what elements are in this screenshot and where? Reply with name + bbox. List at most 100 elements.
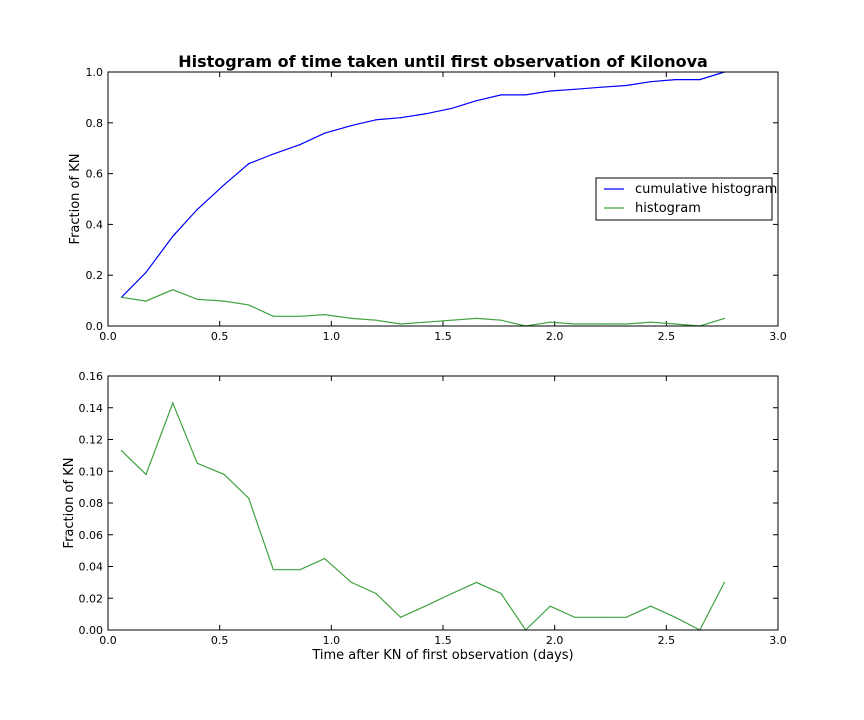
data-point bbox=[574, 88, 576, 90]
data-point bbox=[196, 208, 198, 211]
data-point bbox=[172, 402, 174, 404]
y-tick-label: 1.0 bbox=[86, 66, 104, 79]
data-point bbox=[324, 557, 326, 560]
legend-box bbox=[595, 177, 773, 221]
data-point bbox=[625, 323, 627, 325]
data-point bbox=[424, 113, 426, 115]
data-point bbox=[399, 616, 402, 618]
data-point bbox=[475, 100, 478, 102]
x-tick-label: 3.0 bbox=[769, 330, 787, 343]
data-point bbox=[399, 323, 402, 325]
y-tick-label: 0.12 bbox=[79, 434, 104, 447]
y-tick-label: 0.16 bbox=[79, 370, 104, 383]
data-point bbox=[299, 315, 301, 317]
data-point bbox=[299, 569, 301, 571]
y-tick-label: 0.14 bbox=[79, 402, 104, 415]
x-axis-title: Time after KN of first observation (days… bbox=[311, 648, 573, 663]
data-point bbox=[424, 321, 426, 323]
data-point bbox=[723, 581, 726, 583]
plot-frame bbox=[107, 71, 779, 327]
data-point bbox=[248, 304, 250, 306]
y-tick-label: 0.6 bbox=[86, 168, 104, 181]
data-point bbox=[600, 616, 603, 618]
x-tick-label: 1.0 bbox=[323, 330, 341, 343]
x-tick-label: 2.0 bbox=[546, 330, 564, 343]
data-point bbox=[650, 81, 652, 83]
data-point bbox=[196, 298, 198, 300]
y-tick-label: 0.8 bbox=[86, 117, 104, 130]
data-point bbox=[723, 317, 726, 319]
data-point bbox=[223, 184, 225, 186]
x-tick-label: 2.0 bbox=[546, 634, 564, 647]
data-point bbox=[625, 616, 627, 618]
y-axis-title: Fraction of KN bbox=[68, 154, 83, 245]
x-tick-label: 0.5 bbox=[211, 330, 229, 343]
data-point bbox=[475, 581, 478, 583]
data-point bbox=[299, 144, 301, 146]
data-point bbox=[625, 84, 627, 87]
y-tick-label: 0.08 bbox=[79, 497, 104, 510]
data-point bbox=[375, 592, 377, 595]
x-tick-label: 1.5 bbox=[434, 634, 452, 647]
data-point bbox=[500, 592, 502, 595]
y-tick-label: 0.00 bbox=[79, 624, 104, 637]
legend-label-cumulative: cumulative histogram bbox=[635, 182, 777, 197]
data-point bbox=[223, 300, 225, 302]
y-tick-label: 0.06 bbox=[79, 529, 104, 542]
data-point bbox=[120, 296, 122, 298]
data-point bbox=[324, 313, 326, 316]
data-point bbox=[424, 605, 426, 607]
data-point bbox=[451, 107, 453, 109]
x-tick-label: 1.5 bbox=[434, 330, 452, 343]
data-point bbox=[145, 271, 147, 274]
y-tick-label: 0.2 bbox=[86, 269, 104, 282]
data-point bbox=[196, 462, 198, 464]
data-point bbox=[549, 90, 551, 92]
data-point bbox=[600, 86, 603, 88]
data-point bbox=[172, 235, 174, 237]
data-point bbox=[500, 319, 502, 321]
data-point bbox=[172, 289, 174, 291]
x-tick-label: 0.0 bbox=[99, 330, 117, 343]
y-tick-label: 0.4 bbox=[86, 218, 104, 231]
data-point bbox=[350, 124, 353, 127]
data-point bbox=[500, 94, 502, 96]
data-point bbox=[674, 323, 676, 325]
data-point bbox=[375, 319, 377, 321]
data-point bbox=[451, 319, 453, 321]
data-point bbox=[525, 94, 527, 96]
data-point bbox=[272, 315, 274, 317]
data-point bbox=[650, 605, 652, 607]
data-point bbox=[248, 497, 250, 499]
tick-group: 0.0 0.5 1.0 1.5 2.0 2.5 3.0 0.0 0.2 0.4 0.6 0.8 1.0 bbox=[86, 66, 787, 343]
histogram-chart: Time after KN of first observation (days… bbox=[62, 370, 787, 663]
data-point bbox=[272, 569, 274, 571]
data-point bbox=[399, 117, 402, 119]
data-point bbox=[674, 616, 676, 618]
data-point bbox=[574, 616, 576, 618]
y-tick-label: 0.04 bbox=[79, 561, 104, 574]
data-point bbox=[272, 153, 274, 155]
legend-label-histogram: histogram bbox=[635, 201, 701, 216]
y-tick-label: 0.02 bbox=[79, 592, 104, 605]
x-tick-label: 2.5 bbox=[658, 634, 676, 647]
data-point bbox=[375, 119, 377, 121]
y-tick-label: 0.10 bbox=[79, 465, 104, 478]
x-tick-label: 1.0 bbox=[323, 634, 341, 647]
data-point bbox=[324, 132, 326, 134]
x-tick-label: 0.5 bbox=[211, 634, 229, 647]
data-point bbox=[223, 473, 225, 476]
series-group bbox=[120, 71, 726, 327]
x-tick-label: 3.0 bbox=[769, 634, 787, 647]
x-tick-label: 2.5 bbox=[658, 330, 676, 343]
plot-frame bbox=[107, 375, 779, 631]
y-axis-title: Fraction of KN bbox=[62, 458, 77, 549]
data-point bbox=[350, 317, 353, 319]
data-point bbox=[699, 79, 701, 81]
y-tick-label: 0.0 bbox=[86, 320, 104, 333]
data-point bbox=[350, 581, 353, 583]
data-point bbox=[248, 163, 250, 165]
data-point bbox=[145, 473, 147, 476]
data-point bbox=[451, 592, 453, 595]
